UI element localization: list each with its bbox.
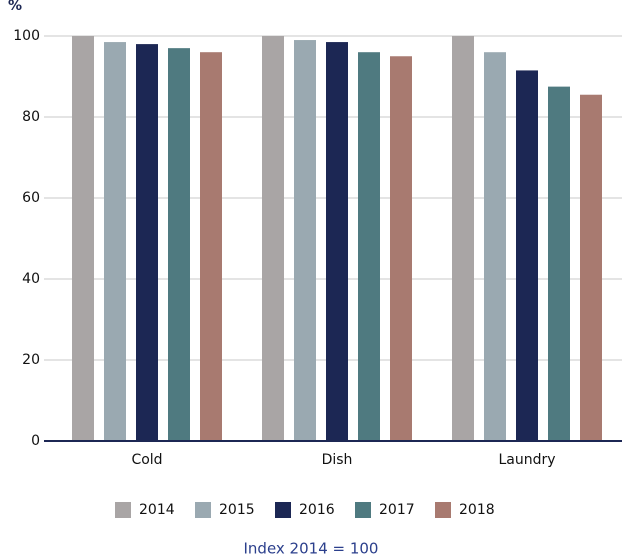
legend-label: 2017: [379, 502, 415, 518]
bar: [72, 36, 94, 441]
x-tick-label: Cold: [131, 452, 162, 468]
bar: [516, 70, 538, 442]
legend-swatch: [275, 502, 291, 518]
bar: [580, 94, 602, 441]
legend-swatch: [115, 502, 131, 518]
note: Index 2014 = 100: [244, 540, 379, 558]
y-tick-label: 100: [13, 28, 40, 44]
bar: [390, 56, 412, 441]
y-axis-label: %: [8, 0, 22, 14]
legend-swatch: [435, 502, 451, 518]
bar: [548, 86, 570, 441]
y-tick-label: 60: [22, 190, 40, 206]
legend-swatch: [195, 502, 211, 518]
bar: [484, 52, 506, 441]
x-tick-label: Dish: [322, 452, 353, 468]
bar: [168, 48, 190, 442]
bar: [200, 52, 222, 441]
bar: [136, 44, 158, 441]
x-tick-label: Laundry: [498, 452, 555, 468]
y-tick-label: 80: [22, 109, 40, 125]
legend-swatch: [355, 502, 371, 518]
y-tick-label: 0: [31, 433, 40, 449]
bar: [326, 42, 348, 441]
bar: [452, 36, 474, 441]
y-tick-label: 20: [22, 352, 40, 368]
legend-label: 2018: [459, 502, 495, 518]
legend-label: 2016: [299, 502, 335, 518]
legend-label: 2014: [139, 502, 175, 518]
bar: [294, 40, 316, 442]
bar: [262, 36, 284, 441]
bar: [104, 42, 126, 441]
bar: [358, 52, 380, 441]
legend-label: 2015: [219, 502, 255, 518]
y-tick-label: 40: [22, 271, 40, 287]
